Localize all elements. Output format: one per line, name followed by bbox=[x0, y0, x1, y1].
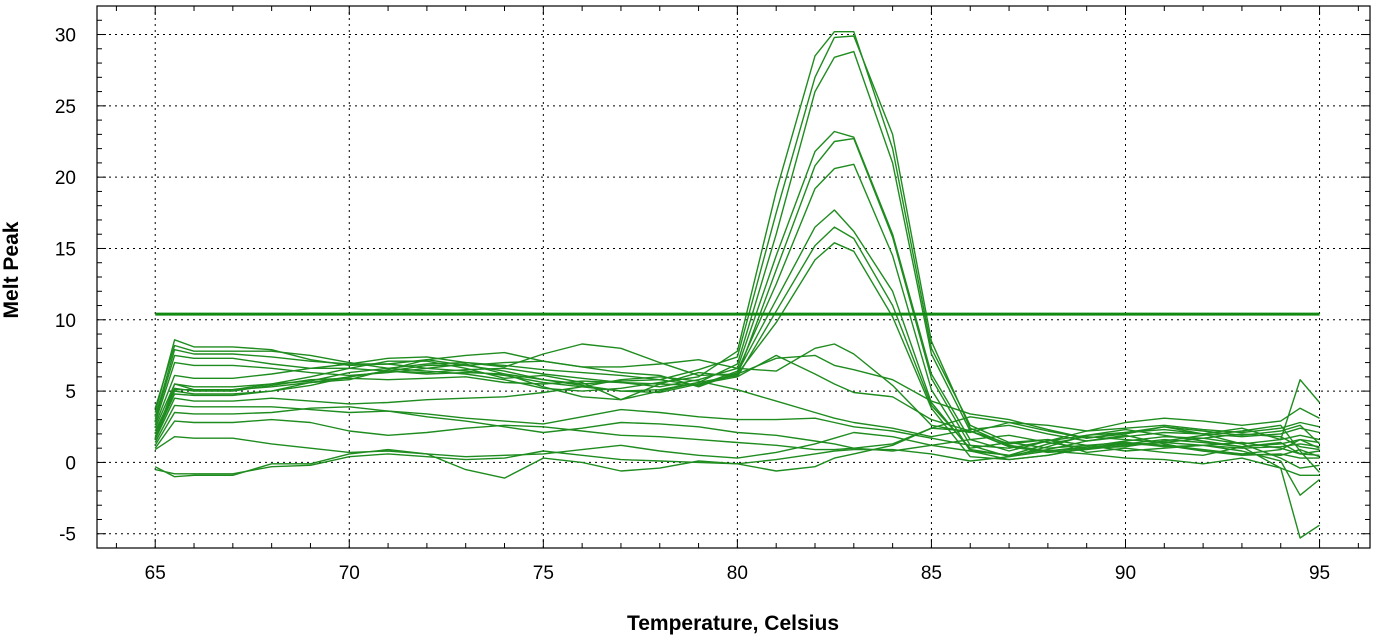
y-tick-label: 5 bbox=[65, 382, 76, 403]
tick-labels: 65 70 75 80 85 90 95 -5 0 5 10 15 20 25 30 bbox=[55, 26, 1330, 584]
series-line bbox=[154, 404, 1320, 456]
y-tick-label: 10 bbox=[55, 311, 76, 332]
x-tick-label: 80 bbox=[727, 563, 748, 584]
series-line bbox=[154, 431, 1320, 459]
x-tick-label: 70 bbox=[339, 563, 360, 584]
y-tick-label: 15 bbox=[55, 239, 76, 260]
x-tick-label: 95 bbox=[1309, 563, 1330, 584]
y-axis-title: Melt Peak bbox=[0, 221, 23, 318]
series-line bbox=[155, 448, 1320, 476]
x-tick-label: 75 bbox=[533, 563, 554, 584]
x-tick-label: 85 bbox=[921, 563, 942, 584]
series-line bbox=[154, 416, 1320, 451]
series-line bbox=[154, 343, 1320, 437]
series-line bbox=[154, 406, 1321, 473]
axis-ticks bbox=[97, 5, 1370, 549]
series-lines bbox=[154, 31, 1321, 539]
y-tick-label: 30 bbox=[55, 26, 76, 47]
series-line bbox=[154, 376, 1321, 442]
y-tick-label: 20 bbox=[55, 168, 76, 189]
x-axis-title: Temperature, Celsius bbox=[627, 612, 839, 635]
series-line bbox=[154, 50, 1320, 452]
y-tick-label: 0 bbox=[65, 453, 76, 474]
y-tick-label: 25 bbox=[55, 97, 76, 118]
series-line bbox=[154, 130, 1320, 452]
series-line bbox=[154, 35, 1320, 452]
y-tick-label: -5 bbox=[59, 525, 76, 546]
x-tick-label: 65 bbox=[145, 563, 166, 584]
x-tick-label: 90 bbox=[1115, 563, 1136, 584]
gridlines bbox=[97, 6, 1370, 548]
series-line bbox=[154, 427, 1320, 539]
